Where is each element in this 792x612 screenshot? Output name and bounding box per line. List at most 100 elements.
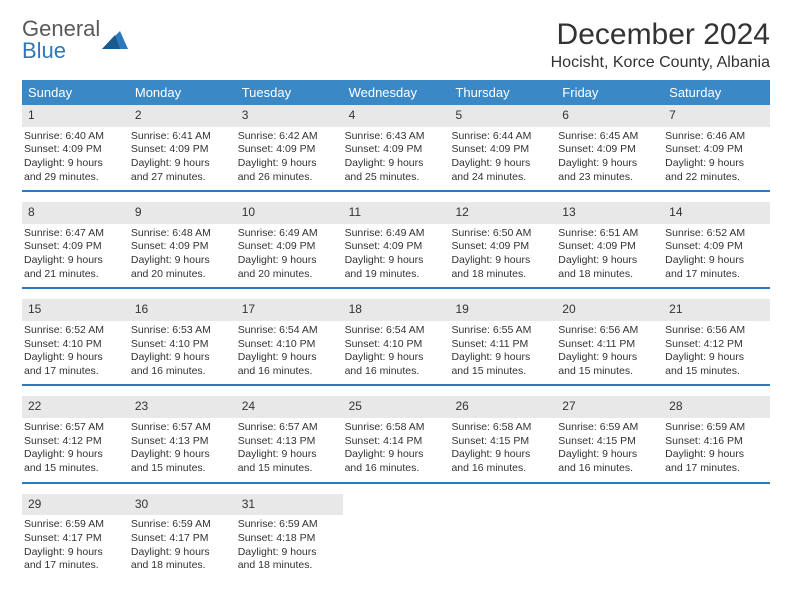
day-daylight2: and 18 minutes. (131, 559, 232, 573)
week-row: 1Sunrise: 6:40 AMSunset: 4:09 PMDaylight… (22, 105, 770, 192)
weekday-monday: Monday (129, 80, 236, 105)
day-body: Sunrise: 6:57 AMSunset: 4:13 PMDaylight:… (129, 421, 236, 476)
day-daylight1: Daylight: 9 hours (558, 254, 659, 268)
day-daylight2: and 18 minutes. (451, 268, 552, 282)
day-sunrise: Sunrise: 6:47 AM (24, 227, 125, 241)
day-number: 29 (22, 494, 129, 516)
day-number: 27 (556, 396, 663, 418)
day-daylight2: and 15 minutes. (558, 365, 659, 379)
day-daylight1: Daylight: 9 hours (238, 351, 339, 365)
day-sunset: Sunset: 4:18 PM (238, 532, 339, 546)
day-body: Sunrise: 6:57 AMSunset: 4:12 PMDaylight:… (22, 421, 129, 476)
day-daylight2: and 15 minutes. (24, 462, 125, 476)
day-cell: 24Sunrise: 6:57 AMSunset: 4:13 PMDayligh… (236, 396, 343, 481)
day-sunset: Sunset: 4:15 PM (451, 435, 552, 449)
day-sunset: Sunset: 4:09 PM (558, 240, 659, 254)
day-body: Sunrise: 6:46 AMSunset: 4:09 PMDaylight:… (663, 130, 770, 185)
day-sunset: Sunset: 4:10 PM (345, 338, 446, 352)
day-sunrise: Sunrise: 6:53 AM (131, 324, 232, 338)
day-sunrise: Sunrise: 6:50 AM (451, 227, 552, 241)
day-sunrise: Sunrise: 6:41 AM (131, 130, 232, 144)
day-body: Sunrise: 6:50 AMSunset: 4:09 PMDaylight:… (449, 227, 556, 282)
day-number: 1 (22, 105, 129, 127)
day-sunset: Sunset: 4:09 PM (665, 143, 766, 157)
day-daylight2: and 16 minutes. (345, 462, 446, 476)
day-sunrise: Sunrise: 6:52 AM (665, 227, 766, 241)
day-daylight2: and 27 minutes. (131, 171, 232, 185)
day-sunrise: Sunrise: 6:56 AM (558, 324, 659, 338)
day-daylight2: and 17 minutes. (24, 365, 125, 379)
day-cell: 21Sunrise: 6:56 AMSunset: 4:12 PMDayligh… (663, 299, 770, 384)
day-number: 25 (343, 396, 450, 418)
weekday-wednesday: Wednesday (343, 80, 450, 105)
day-body: Sunrise: 6:53 AMSunset: 4:10 PMDaylight:… (129, 324, 236, 379)
day-cell: 2Sunrise: 6:41 AMSunset: 4:09 PMDaylight… (129, 105, 236, 190)
day-number: 14 (663, 202, 770, 224)
day-daylight1: Daylight: 9 hours (665, 351, 766, 365)
day-daylight2: and 25 minutes. (345, 171, 446, 185)
day-number: 28 (663, 396, 770, 418)
day-sunrise: Sunrise: 6:40 AM (24, 130, 125, 144)
day-cell: 30Sunrise: 6:59 AMSunset: 4:17 PMDayligh… (129, 494, 236, 579)
day-daylight2: and 15 minutes. (238, 462, 339, 476)
day-sunset: Sunset: 4:11 PM (451, 338, 552, 352)
day-sunrise: Sunrise: 6:48 AM (131, 227, 232, 241)
day-sunrise: Sunrise: 6:43 AM (345, 130, 446, 144)
day-daylight1: Daylight: 9 hours (558, 351, 659, 365)
day-daylight2: and 22 minutes. (665, 171, 766, 185)
day-sunset: Sunset: 4:09 PM (238, 240, 339, 254)
day-sunrise: Sunrise: 6:49 AM (238, 227, 339, 241)
day-cell: 10Sunrise: 6:49 AMSunset: 4:09 PMDayligh… (236, 202, 343, 287)
day-sunrise: Sunrise: 6:51 AM (558, 227, 659, 241)
day-number: 20 (556, 299, 663, 321)
day-daylight1: Daylight: 9 hours (131, 157, 232, 171)
day-cell: 25Sunrise: 6:58 AMSunset: 4:14 PMDayligh… (343, 396, 450, 481)
day-body: Sunrise: 6:51 AMSunset: 4:09 PMDaylight:… (556, 227, 663, 282)
day-cell (663, 494, 770, 579)
week-row: 15Sunrise: 6:52 AMSunset: 4:10 PMDayligh… (22, 299, 770, 386)
day-cell: 14Sunrise: 6:52 AMSunset: 4:09 PMDayligh… (663, 202, 770, 287)
day-sunset: Sunset: 4:11 PM (558, 338, 659, 352)
day-daylight2: and 29 minutes. (24, 171, 125, 185)
day-daylight1: Daylight: 9 hours (345, 157, 446, 171)
location-text: Hocisht, Korce County, Albania (551, 54, 770, 72)
day-sunset: Sunset: 4:10 PM (238, 338, 339, 352)
day-body: Sunrise: 6:47 AMSunset: 4:09 PMDaylight:… (22, 227, 129, 282)
day-sunrise: Sunrise: 6:42 AM (238, 130, 339, 144)
month-title: December 2024 (551, 18, 770, 52)
day-cell: 29Sunrise: 6:59 AMSunset: 4:17 PMDayligh… (22, 494, 129, 579)
day-number: 26 (449, 396, 556, 418)
day-cell: 31Sunrise: 6:59 AMSunset: 4:18 PMDayligh… (236, 494, 343, 579)
day-daylight2: and 24 minutes. (451, 171, 552, 185)
day-daylight1: Daylight: 9 hours (665, 448, 766, 462)
day-number: 4 (343, 105, 450, 127)
day-number: 3 (236, 105, 343, 127)
day-body: Sunrise: 6:59 AMSunset: 4:17 PMDaylight:… (22, 518, 129, 573)
day-sunrise: Sunrise: 6:55 AM (451, 324, 552, 338)
day-cell: 13Sunrise: 6:51 AMSunset: 4:09 PMDayligh… (556, 202, 663, 287)
weekday-saturday: Saturday (663, 80, 770, 105)
day-sunrise: Sunrise: 6:59 AM (558, 421, 659, 435)
day-daylight1: Daylight: 9 hours (558, 448, 659, 462)
day-body: Sunrise: 6:45 AMSunset: 4:09 PMDaylight:… (556, 130, 663, 185)
day-sunset: Sunset: 4:09 PM (345, 143, 446, 157)
day-daylight1: Daylight: 9 hours (24, 157, 125, 171)
day-sunrise: Sunrise: 6:44 AM (451, 130, 552, 144)
day-daylight2: and 16 minutes. (345, 365, 446, 379)
day-body: Sunrise: 6:54 AMSunset: 4:10 PMDaylight:… (343, 324, 450, 379)
day-daylight2: and 18 minutes. (238, 559, 339, 573)
day-sunset: Sunset: 4:09 PM (558, 143, 659, 157)
day-sunrise: Sunrise: 6:46 AM (665, 130, 766, 144)
day-sunrise: Sunrise: 6:57 AM (131, 421, 232, 435)
day-daylight1: Daylight: 9 hours (131, 351, 232, 365)
day-cell: 8Sunrise: 6:47 AMSunset: 4:09 PMDaylight… (22, 202, 129, 287)
day-daylight1: Daylight: 9 hours (238, 448, 339, 462)
day-daylight2: and 16 minutes. (558, 462, 659, 476)
day-daylight2: and 15 minutes. (451, 365, 552, 379)
day-number: 11 (343, 202, 450, 224)
day-sunrise: Sunrise: 6:59 AM (131, 518, 232, 532)
day-daylight2: and 17 minutes. (665, 462, 766, 476)
day-cell: 15Sunrise: 6:52 AMSunset: 4:10 PMDayligh… (22, 299, 129, 384)
day-daylight1: Daylight: 9 hours (24, 448, 125, 462)
day-number: 7 (663, 105, 770, 127)
